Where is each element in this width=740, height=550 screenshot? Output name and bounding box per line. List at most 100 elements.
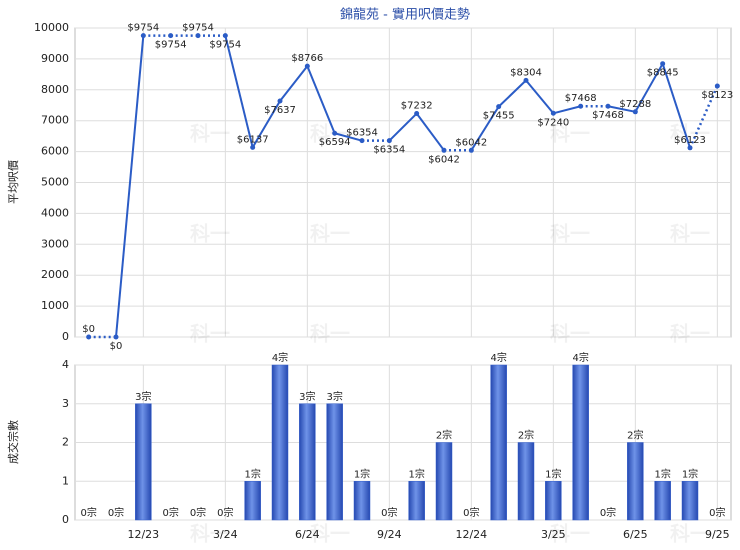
line-segment bbox=[251, 100, 281, 148]
line-segment bbox=[497, 79, 527, 108]
value-label: 0宗 bbox=[190, 506, 206, 519]
bar bbox=[681, 481, 699, 521]
point bbox=[332, 130, 338, 136]
line-segment bbox=[607, 105, 636, 113]
bar bbox=[408, 481, 425, 521]
value-label: $8123 bbox=[701, 90, 733, 101]
value-label: $7232 bbox=[401, 101, 433, 112]
value-label: $9754 bbox=[155, 40, 187, 51]
value-label: 4宗 bbox=[272, 351, 288, 364]
point bbox=[277, 98, 283, 104]
point bbox=[550, 110, 556, 116]
value-label: $8766 bbox=[291, 53, 323, 64]
bar bbox=[545, 481, 562, 521]
bar bbox=[353, 481, 371, 521]
value-label: $6354 bbox=[346, 128, 378, 139]
line-segment bbox=[306, 65, 336, 134]
value-label: $9754 bbox=[182, 23, 214, 34]
value-label: $6042 bbox=[455, 137, 487, 148]
value-label: $7240 bbox=[537, 117, 569, 128]
value-label: $7637 bbox=[264, 105, 296, 116]
watermark: 科一 bbox=[550, 222, 590, 246]
value-label: 1宗 bbox=[244, 467, 260, 480]
y-axis-title: 平均呎價 bbox=[6, 160, 20, 204]
watermark: 科一 bbox=[310, 322, 350, 346]
point bbox=[386, 138, 392, 144]
value-label: $9754 bbox=[209, 40, 241, 51]
value-label: $9754 bbox=[127, 23, 159, 34]
line-segment bbox=[415, 112, 445, 151]
value-label: 4宗 bbox=[490, 351, 506, 364]
x-tick-label: 3/24 bbox=[213, 528, 238, 541]
y-tick-label: 8000 bbox=[41, 83, 69, 96]
point bbox=[714, 83, 720, 89]
bar bbox=[299, 403, 316, 521]
watermark: 科一 bbox=[190, 322, 230, 346]
point bbox=[195, 33, 201, 39]
value-label: 1宗 bbox=[408, 467, 424, 480]
bar bbox=[627, 442, 644, 521]
y-tick-label: 6000 bbox=[41, 145, 69, 158]
line-segment bbox=[688, 85, 719, 149]
value-label: 0宗 bbox=[217, 506, 233, 519]
point bbox=[414, 111, 420, 117]
point bbox=[468, 147, 474, 153]
line-segment bbox=[334, 132, 363, 142]
value-label: 2宗 bbox=[518, 429, 534, 442]
bar bbox=[326, 403, 343, 521]
line-segment bbox=[525, 79, 555, 114]
value-label: 2宗 bbox=[627, 429, 643, 442]
line-segment bbox=[279, 65, 309, 102]
watermark: 科一 bbox=[550, 122, 590, 146]
y-tick-label: 1 bbox=[62, 474, 69, 487]
value-label: $6137 bbox=[237, 134, 269, 145]
x-tick-label: 6/25 bbox=[623, 528, 648, 541]
value-label: 0宗 bbox=[709, 506, 725, 519]
bar bbox=[135, 403, 152, 521]
y-tick-label: 4000 bbox=[41, 206, 69, 219]
point bbox=[304, 63, 310, 69]
point bbox=[86, 334, 92, 340]
value-label: 0宗 bbox=[600, 506, 616, 519]
y-tick-label: 0 bbox=[62, 330, 69, 343]
bar bbox=[435, 442, 453, 521]
watermark: 科一 bbox=[670, 122, 710, 146]
bar bbox=[517, 442, 535, 521]
value-label: 0宗 bbox=[162, 506, 178, 519]
value-label: 0宗 bbox=[381, 506, 397, 519]
y-tick-label: 10000 bbox=[34, 21, 69, 34]
point bbox=[222, 33, 228, 39]
value-label: 1宗 bbox=[354, 467, 370, 480]
y-axis-title: 成交宗數 bbox=[6, 420, 20, 464]
value-label: $7468 bbox=[565, 93, 597, 104]
value-label: $7468 bbox=[592, 110, 624, 121]
point bbox=[660, 61, 666, 67]
value-label: 3宗 bbox=[326, 390, 342, 403]
value-label: $0 bbox=[82, 324, 95, 335]
x-tick-label: 9/24 bbox=[377, 528, 402, 541]
value-label: $6594 bbox=[319, 137, 351, 148]
watermark: 科一 bbox=[550, 522, 590, 546]
watermark: 科一 bbox=[670, 522, 710, 546]
point bbox=[168, 33, 174, 39]
x-tick-label: 12/23 bbox=[127, 528, 159, 541]
line-segment bbox=[553, 105, 581, 115]
point bbox=[687, 145, 693, 151]
y-tick-label: 3000 bbox=[41, 237, 69, 250]
x-tick-label: 9/25 bbox=[705, 528, 730, 541]
value-label: 1宗 bbox=[654, 467, 670, 480]
y-tick-label: 1000 bbox=[41, 299, 69, 312]
line-segment bbox=[470, 106, 500, 151]
x-tick-label: 12/24 bbox=[455, 528, 487, 541]
watermark: 科一 bbox=[190, 222, 230, 246]
watermark: 科一 bbox=[670, 322, 710, 346]
watermark: 科一 bbox=[670, 222, 710, 246]
point bbox=[523, 77, 529, 83]
point bbox=[113, 334, 119, 340]
value-label: 2宗 bbox=[436, 429, 452, 442]
y-tick-label: 2000 bbox=[41, 268, 69, 281]
x-tick-label: 3/25 bbox=[541, 528, 566, 541]
point bbox=[496, 104, 502, 110]
